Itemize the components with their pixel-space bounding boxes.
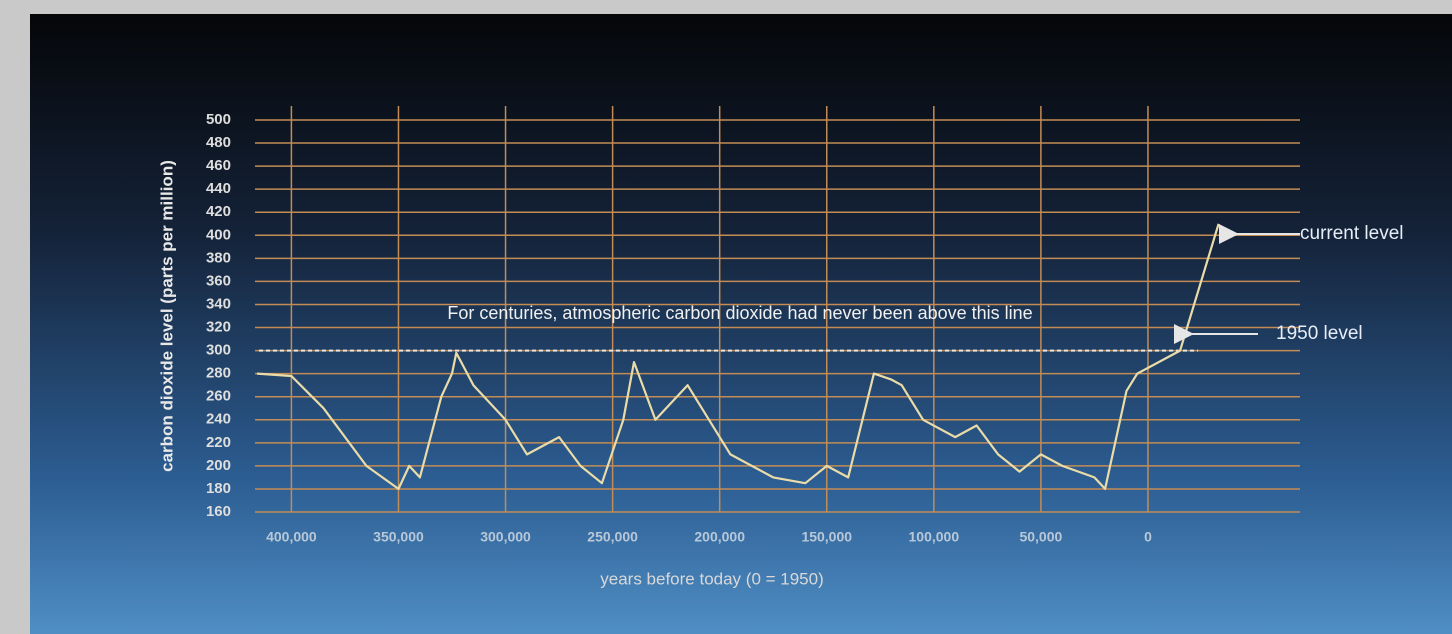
- y-tick-label: 420: [206, 203, 231, 220]
- x-tick-label: 400,000: [266, 529, 317, 545]
- y-tick-label: 320: [206, 318, 231, 335]
- level-1950-annotation: 1950 level: [1276, 323, 1363, 344]
- screen: 160 180 200 220 240 260 280 300 320 340 360 380 400 4…: [0, 0, 1452, 634]
- y-tick-label: 180: [206, 480, 231, 497]
- y-tick-label: 280: [206, 365, 231, 382]
- threshold-annotation: For centuries, atmospheric carbon dioxid…: [447, 303, 1032, 323]
- y-tick-label: 380: [206, 249, 231, 266]
- y-tick-label: 400: [206, 226, 231, 243]
- y-tick-label: 460: [206, 157, 231, 174]
- y-tick-label: 340: [206, 295, 231, 312]
- y-tick-label: 200: [206, 457, 231, 474]
- y-axis-label: carbon dioxide level (parts per million): [157, 160, 176, 472]
- x-axis-label: years before today (0 = 1950): [600, 569, 824, 588]
- x-tick-label: 100,000: [909, 529, 960, 545]
- x-tick-label: 350,000: [373, 529, 424, 545]
- y-tick-label: 440: [206, 180, 231, 197]
- x-tick-label: 0: [1144, 529, 1152, 545]
- y-tick-label: 260: [206, 388, 231, 405]
- y-tick-label: 160: [206, 503, 231, 520]
- y-tick-label: 360: [206, 272, 231, 289]
- y-tick-label: 300: [206, 342, 231, 359]
- x-tick-label: 50,000: [1019, 529, 1062, 545]
- current-level-annotation: current level: [1300, 223, 1404, 244]
- y-tick-label: 480: [206, 134, 231, 151]
- y-tick-label: 500: [206, 111, 231, 128]
- x-tick-label: 250,000: [587, 529, 638, 545]
- y-tick-label: 240: [206, 411, 231, 428]
- x-tick-label: 150,000: [801, 529, 852, 545]
- x-tick-label: 300,000: [480, 529, 531, 545]
- x-tick-label: 200,000: [694, 529, 745, 545]
- y-tick-label: 220: [206, 434, 231, 451]
